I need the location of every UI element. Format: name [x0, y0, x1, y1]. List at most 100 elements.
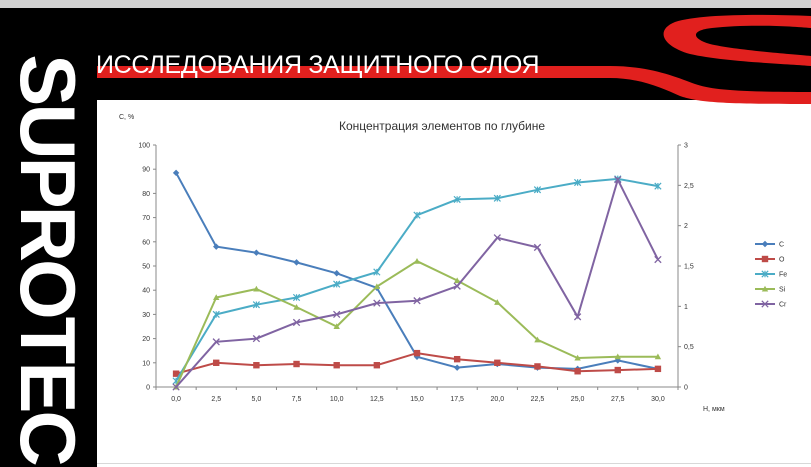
point-marker — [213, 243, 220, 250]
y2-tick-label: 3 — [684, 143, 688, 150]
point-marker — [212, 338, 220, 346]
x-tick-label: 0,0 — [171, 396, 181, 403]
point-marker — [253, 362, 260, 369]
x-tick-label: 7,5 — [292, 396, 302, 403]
point-marker — [654, 353, 662, 360]
point-marker — [573, 178, 582, 187]
point-marker — [453, 364, 461, 371]
point-marker — [333, 362, 340, 369]
y-tick-label: 80 — [142, 191, 150, 198]
y-tick-label: 70 — [142, 215, 150, 222]
x-tick-label: 17,5 — [450, 396, 464, 403]
x-tick-label: 12,5 — [370, 396, 384, 403]
point-marker — [533, 186, 542, 194]
point-marker — [453, 277, 461, 284]
point-marker — [493, 194, 501, 202]
point-marker — [373, 283, 381, 290]
series-o — [172, 349, 662, 377]
point-marker — [614, 353, 621, 360]
point-marker — [413, 257, 421, 264]
y-tick-label: 30 — [142, 312, 150, 319]
x-tick-label: 27,5 — [611, 396, 625, 403]
point-marker — [574, 354, 581, 361]
point-marker — [172, 383, 180, 391]
point-marker — [373, 268, 381, 276]
y-tick-label: 10 — [142, 360, 150, 367]
point-marker — [654, 365, 662, 373]
point-marker — [212, 310, 220, 319]
y2-tick-label: 1,5 — [684, 264, 694, 271]
point-marker — [413, 297, 421, 305]
y2-tick-label: 0 — [684, 385, 688, 392]
point-marker — [292, 293, 301, 302]
footer-divider — [97, 463, 811, 464]
legend-label: C — [779, 242, 784, 249]
point-marker — [494, 299, 501, 305]
point-marker — [453, 282, 461, 290]
point-marker — [614, 357, 621, 364]
point-marker — [654, 255, 662, 264]
series-c — [172, 169, 662, 373]
point-marker — [761, 255, 769, 263]
y-tick-label: 90 — [142, 167, 150, 174]
point-marker — [253, 249, 260, 256]
slide-title: ИССЛЕДОВАНИЯ ЗАЩИТНОГО СЛОЯ — [96, 51, 540, 79]
top-strip — [0, 0, 811, 8]
y2-tick-label: 0,5 — [684, 344, 694, 351]
point-marker — [534, 363, 541, 370]
point-marker — [533, 243, 542, 252]
point-marker — [252, 301, 261, 309]
point-marker — [761, 285, 769, 292]
point-marker — [253, 285, 260, 292]
legend-label: Cr — [779, 302, 787, 309]
y-tick-label: 20 — [142, 336, 150, 343]
point-marker — [453, 355, 461, 363]
point-marker — [494, 359, 501, 366]
point-marker — [172, 370, 180, 377]
y-axis-label: C, % — [119, 114, 134, 121]
point-marker — [373, 299, 381, 307]
point-marker — [333, 270, 340, 277]
y-tick-label: 60 — [142, 239, 150, 246]
legend-item-c: C — [755, 240, 784, 249]
point-marker — [614, 176, 622, 184]
x-tick-label: 30,0 — [651, 396, 665, 403]
y-tick-label: 0 — [146, 385, 150, 392]
point-marker — [413, 353, 421, 360]
x-tick-label: 10,0 — [330, 396, 344, 403]
legend-item-si: Si — [755, 285, 786, 294]
point-marker — [252, 334, 261, 343]
x-axis-label: H, мкм — [703, 406, 725, 413]
series-cr — [172, 176, 662, 391]
point-marker — [292, 318, 301, 327]
point-marker — [213, 294, 220, 301]
chart-title: Концентрация элементов по глубине — [339, 119, 545, 133]
point-marker — [213, 359, 220, 366]
chart-legend: C O Fe Si Cr — [755, 240, 787, 309]
point-marker — [761, 300, 769, 308]
x-tick-label: 25,0 — [571, 396, 585, 403]
point-marker — [413, 211, 421, 219]
legend-item-o: O — [755, 255, 785, 264]
x-tick-label: 5,0 — [252, 396, 262, 403]
concentration-chart: Концентрация элементов по глубине C, % H… — [119, 114, 787, 413]
point-marker — [293, 303, 300, 310]
brand-sidebar: SUPROTEC — [0, 8, 97, 467]
y2-tick-label: 2,5 — [684, 183, 694, 190]
point-marker — [333, 310, 341, 319]
point-marker — [333, 280, 341, 288]
point-marker — [413, 349, 421, 357]
series-layer — [172, 169, 662, 391]
point-marker — [614, 366, 621, 374]
point-marker — [573, 313, 582, 321]
legend-item-cr: Cr — [755, 300, 787, 309]
legend-item-fe: Fe — [755, 270, 787, 279]
y2-tick-label: 2 — [684, 223, 688, 230]
point-marker — [373, 362, 381, 369]
point-marker — [761, 240, 769, 248]
x-tick-label: 22,5 — [531, 396, 545, 403]
legend-label: O — [779, 257, 785, 264]
point-marker — [534, 336, 541, 343]
y-tick-label: 40 — [142, 288, 150, 295]
